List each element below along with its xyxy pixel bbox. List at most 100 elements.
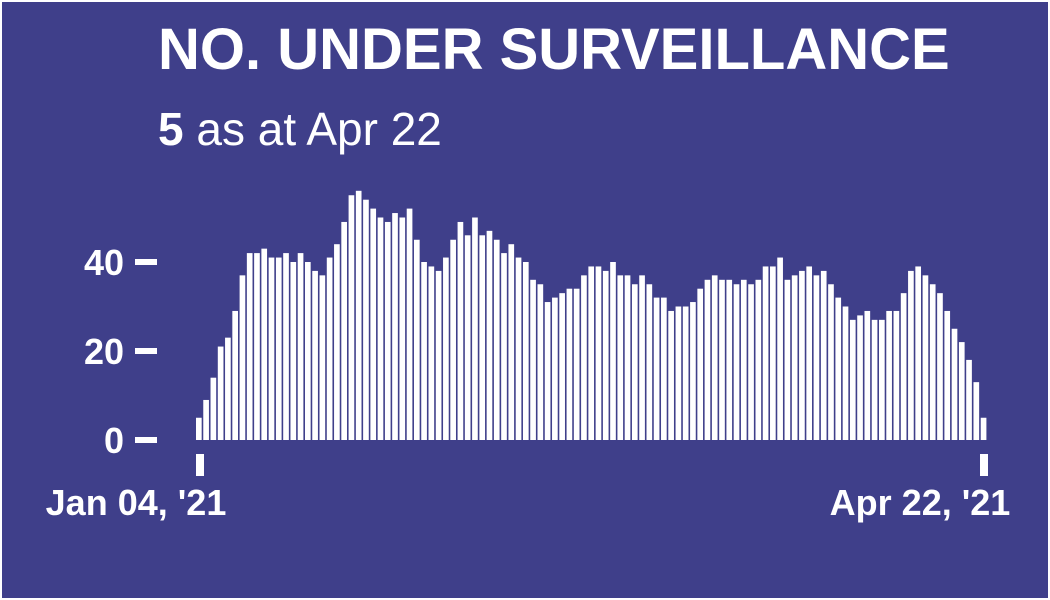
bar-7 (246, 253, 253, 440)
bar-73 (726, 279, 733, 440)
bar-13 (290, 262, 297, 440)
bar-76 (748, 284, 754, 440)
x-tick-label-last: Apr 22, '21 (830, 482, 1011, 523)
bar-46 (530, 279, 536, 440)
bar-0 (196, 417, 202, 440)
bar-43 (508, 244, 515, 440)
bar-5 (232, 310, 238, 440)
bar-63 (653, 297, 660, 440)
x-tick-label-first: Jan 04, '21 (46, 482, 227, 523)
bar-2 (210, 377, 217, 440)
bar-99 (915, 266, 922, 440)
bar-16 (312, 270, 318, 440)
bar-80 (777, 257, 783, 440)
bar-64 (661, 297, 667, 440)
bar-38 (472, 217, 478, 440)
bar-50 (559, 293, 565, 440)
bar-30 (413, 239, 420, 440)
bar-35 (450, 239, 456, 440)
bar-6 (239, 275, 246, 440)
bar-58 (617, 275, 624, 440)
bar-90 (849, 319, 856, 440)
bar-84 (806, 266, 813, 440)
bar-70 (704, 279, 711, 440)
bar-24 (370, 208, 377, 440)
bar-65 (668, 310, 674, 440)
bar-29 (406, 208, 413, 440)
bar-53 (581, 275, 587, 440)
bar-71 (711, 275, 718, 440)
bar-47 (537, 284, 544, 440)
bar-27 (392, 213, 398, 440)
bar-12 (283, 253, 289, 440)
bar-26 (384, 221, 391, 440)
current-count-value: 5 (158, 103, 184, 155)
bar-98 (908, 270, 914, 440)
bar-14 (297, 253, 304, 440)
bar-55 (595, 266, 602, 440)
bar-52 (573, 288, 580, 440)
bar-96 (893, 310, 900, 440)
bar-3 (217, 346, 224, 440)
bar-49 (552, 297, 558, 440)
chart-subtitle: 5 as at Apr 22 (158, 102, 442, 156)
bar-86 (820, 270, 827, 440)
x-axis: Jan 04, '21 Apr 22, '21 (46, 454, 1011, 523)
bar-61 (639, 275, 645, 440)
bar-69 (697, 288, 704, 440)
bar-37 (464, 235, 471, 440)
bar-106 (966, 359, 972, 440)
bar-66 (675, 306, 682, 440)
bar-57 (610, 262, 616, 440)
x-tick-first (196, 454, 204, 476)
bar-40 (486, 230, 493, 440)
bar-8 (254, 253, 260, 440)
bar-9 (261, 248, 268, 440)
bar-75 (740, 279, 747, 440)
bar-81 (784, 279, 791, 440)
bar-103 (944, 310, 951, 440)
bar-56 (602, 270, 609, 440)
bar-77 (755, 279, 762, 440)
bar-100 (922, 275, 929, 440)
bar-20 (341, 221, 347, 440)
y-tick-mark-20 (135, 348, 157, 354)
bar-72 (719, 279, 725, 440)
current-count-date: as at Apr 22 (196, 103, 442, 155)
bar-102 (937, 293, 943, 440)
bar-78 (762, 266, 769, 440)
x-tick-last (980, 454, 988, 476)
bar-51 (566, 288, 573, 440)
bar-67 (682, 306, 689, 440)
bar-48 (544, 302, 551, 440)
bar-108 (980, 417, 987, 440)
bar-32 (428, 266, 435, 440)
y-tick-mark-0 (135, 437, 157, 443)
bar-39 (479, 235, 486, 440)
bar-85 (813, 275, 820, 440)
bar-28 (399, 217, 406, 440)
bar-44 (515, 257, 522, 440)
bar-82 (791, 275, 798, 440)
y-axis: 0 20 40 (84, 242, 157, 461)
bar-34 (443, 257, 449, 440)
bar-101 (929, 284, 936, 440)
bar-62 (646, 284, 653, 440)
bar-97 (900, 293, 907, 440)
bar-87 (828, 284, 834, 440)
bar-104 (951, 328, 958, 440)
bar-60 (631, 284, 638, 440)
bar-41 (493, 239, 500, 440)
bar-19 (334, 244, 340, 440)
bar-88 (835, 297, 842, 440)
bar-42 (501, 253, 507, 440)
bar-31 (421, 262, 427, 440)
bar-36 (457, 221, 464, 440)
bar-23 (363, 199, 369, 440)
bar-91 (857, 315, 863, 440)
chart-title: NO. UNDER SURVEILLANCE (158, 17, 950, 82)
bar-4 (225, 337, 231, 440)
bar-22 (355, 190, 362, 440)
